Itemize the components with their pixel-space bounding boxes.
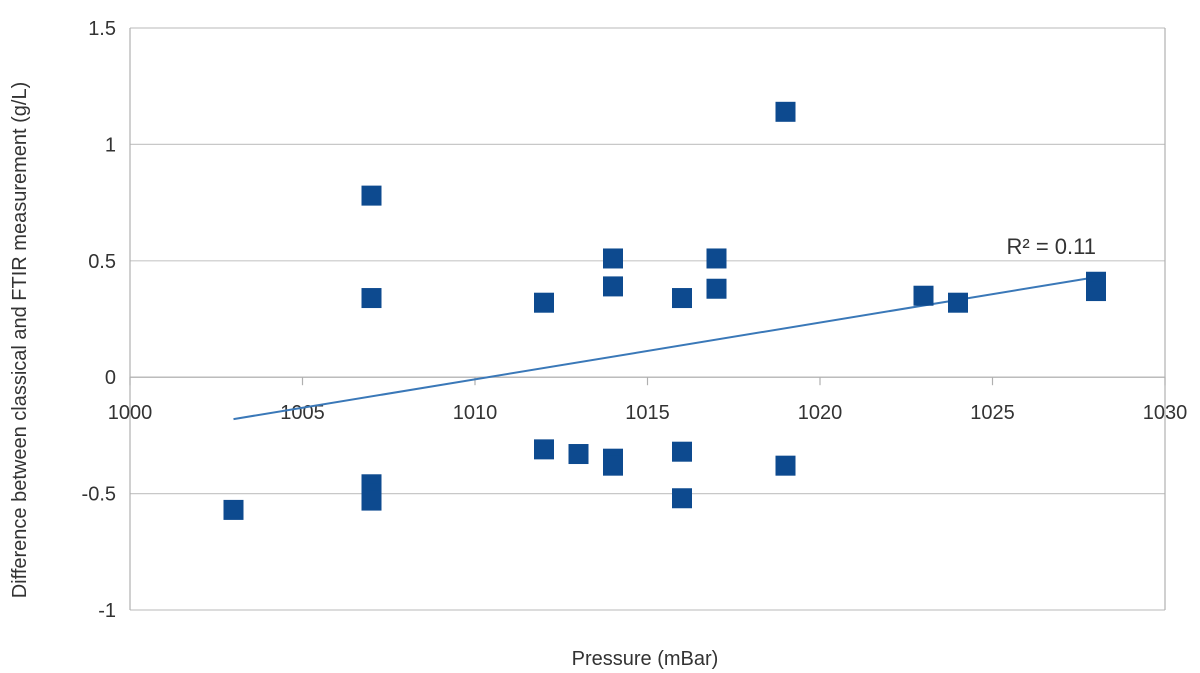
y-tick-label: 1 <box>105 134 116 156</box>
data-point <box>672 288 692 309</box>
r-squared-annotation: R² = 0.11 <box>1007 234 1096 259</box>
x-tick-label: 1025 <box>970 402 1015 424</box>
data-point <box>361 288 382 309</box>
x-tick-label: 1000 <box>108 402 153 424</box>
data-point <box>223 499 244 520</box>
y-axis-title: Difference between classical and FTIR me… <box>9 82 31 599</box>
data-point <box>1086 281 1106 302</box>
x-tick-label: 1010 <box>453 402 498 424</box>
x-tick-label: 1030 <box>1143 402 1188 424</box>
gridlines <box>130 27 1165 611</box>
data-point <box>534 439 554 460</box>
y-tick-labels: -1 -0.5 0 0.5 1 1.5 <box>82 18 116 622</box>
y-tick-label: -0.5 <box>82 484 116 506</box>
x-axis-title: Pressure (mBar) <box>572 648 719 670</box>
data-point <box>775 101 796 122</box>
data-point <box>361 185 382 206</box>
data-point <box>672 488 692 509</box>
x-tick-labels: 1000 1005 1010 1015 1020 1025 1030 <box>108 402 1188 424</box>
x-tick-label: 1015 <box>625 402 670 424</box>
data-point <box>568 444 589 465</box>
x-tick-label: 1005 <box>280 402 325 424</box>
x-tick-label: 1020 <box>798 402 843 424</box>
data-point <box>603 276 623 297</box>
y-tick-label: -1 <box>98 600 116 622</box>
data-point <box>948 292 968 313</box>
axes <box>129 28 1166 610</box>
annotations: R² = 0.11 <box>1007 234 1096 259</box>
y-tick-label: 0 <box>105 367 116 389</box>
data-points <box>223 101 1106 520</box>
data-point <box>603 248 623 269</box>
data-point <box>672 441 692 462</box>
data-point <box>534 292 554 313</box>
y-tick-label: 0.5 <box>88 251 116 273</box>
data-point <box>706 278 727 299</box>
data-point <box>913 285 934 306</box>
y-tick-label: 1.5 <box>88 18 116 40</box>
data-point <box>775 455 796 476</box>
data-point <box>603 455 623 476</box>
data-point <box>706 248 727 269</box>
data-point <box>361 490 382 511</box>
